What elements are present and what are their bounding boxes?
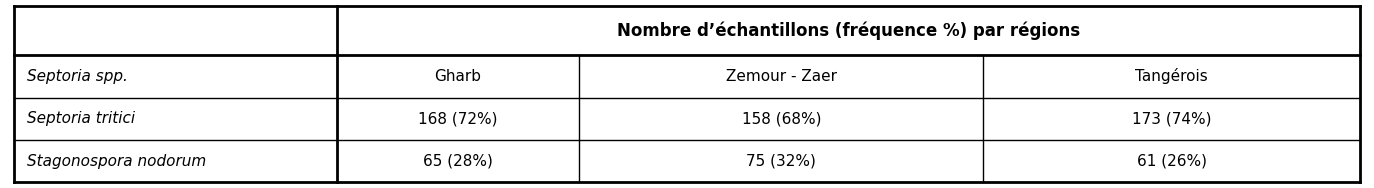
Text: 168 (72%): 168 (72%) (418, 111, 497, 126)
Text: Tangérois: Tangérois (1135, 68, 1208, 84)
Text: Septoria spp.: Septoria spp. (27, 69, 128, 84)
Text: 65 (28%): 65 (28%) (423, 154, 493, 169)
Text: 75 (32%): 75 (32%) (746, 154, 816, 169)
Text: Zemour - Zaer: Zemour - Zaer (725, 69, 837, 84)
Text: 173 (74%): 173 (74%) (1132, 111, 1212, 126)
Text: Gharb: Gharb (434, 69, 482, 84)
Text: 61 (26%): 61 (26%) (1136, 154, 1206, 169)
Text: Septoria tritici: Septoria tritici (27, 111, 136, 126)
Text: Nombre d’échantillons (fréquence %) par régions: Nombre d’échantillons (fréquence %) par … (617, 21, 1080, 40)
Text: 158 (68%): 158 (68%) (742, 111, 822, 126)
Text: Stagonospora nodorum: Stagonospora nodorum (27, 154, 206, 169)
